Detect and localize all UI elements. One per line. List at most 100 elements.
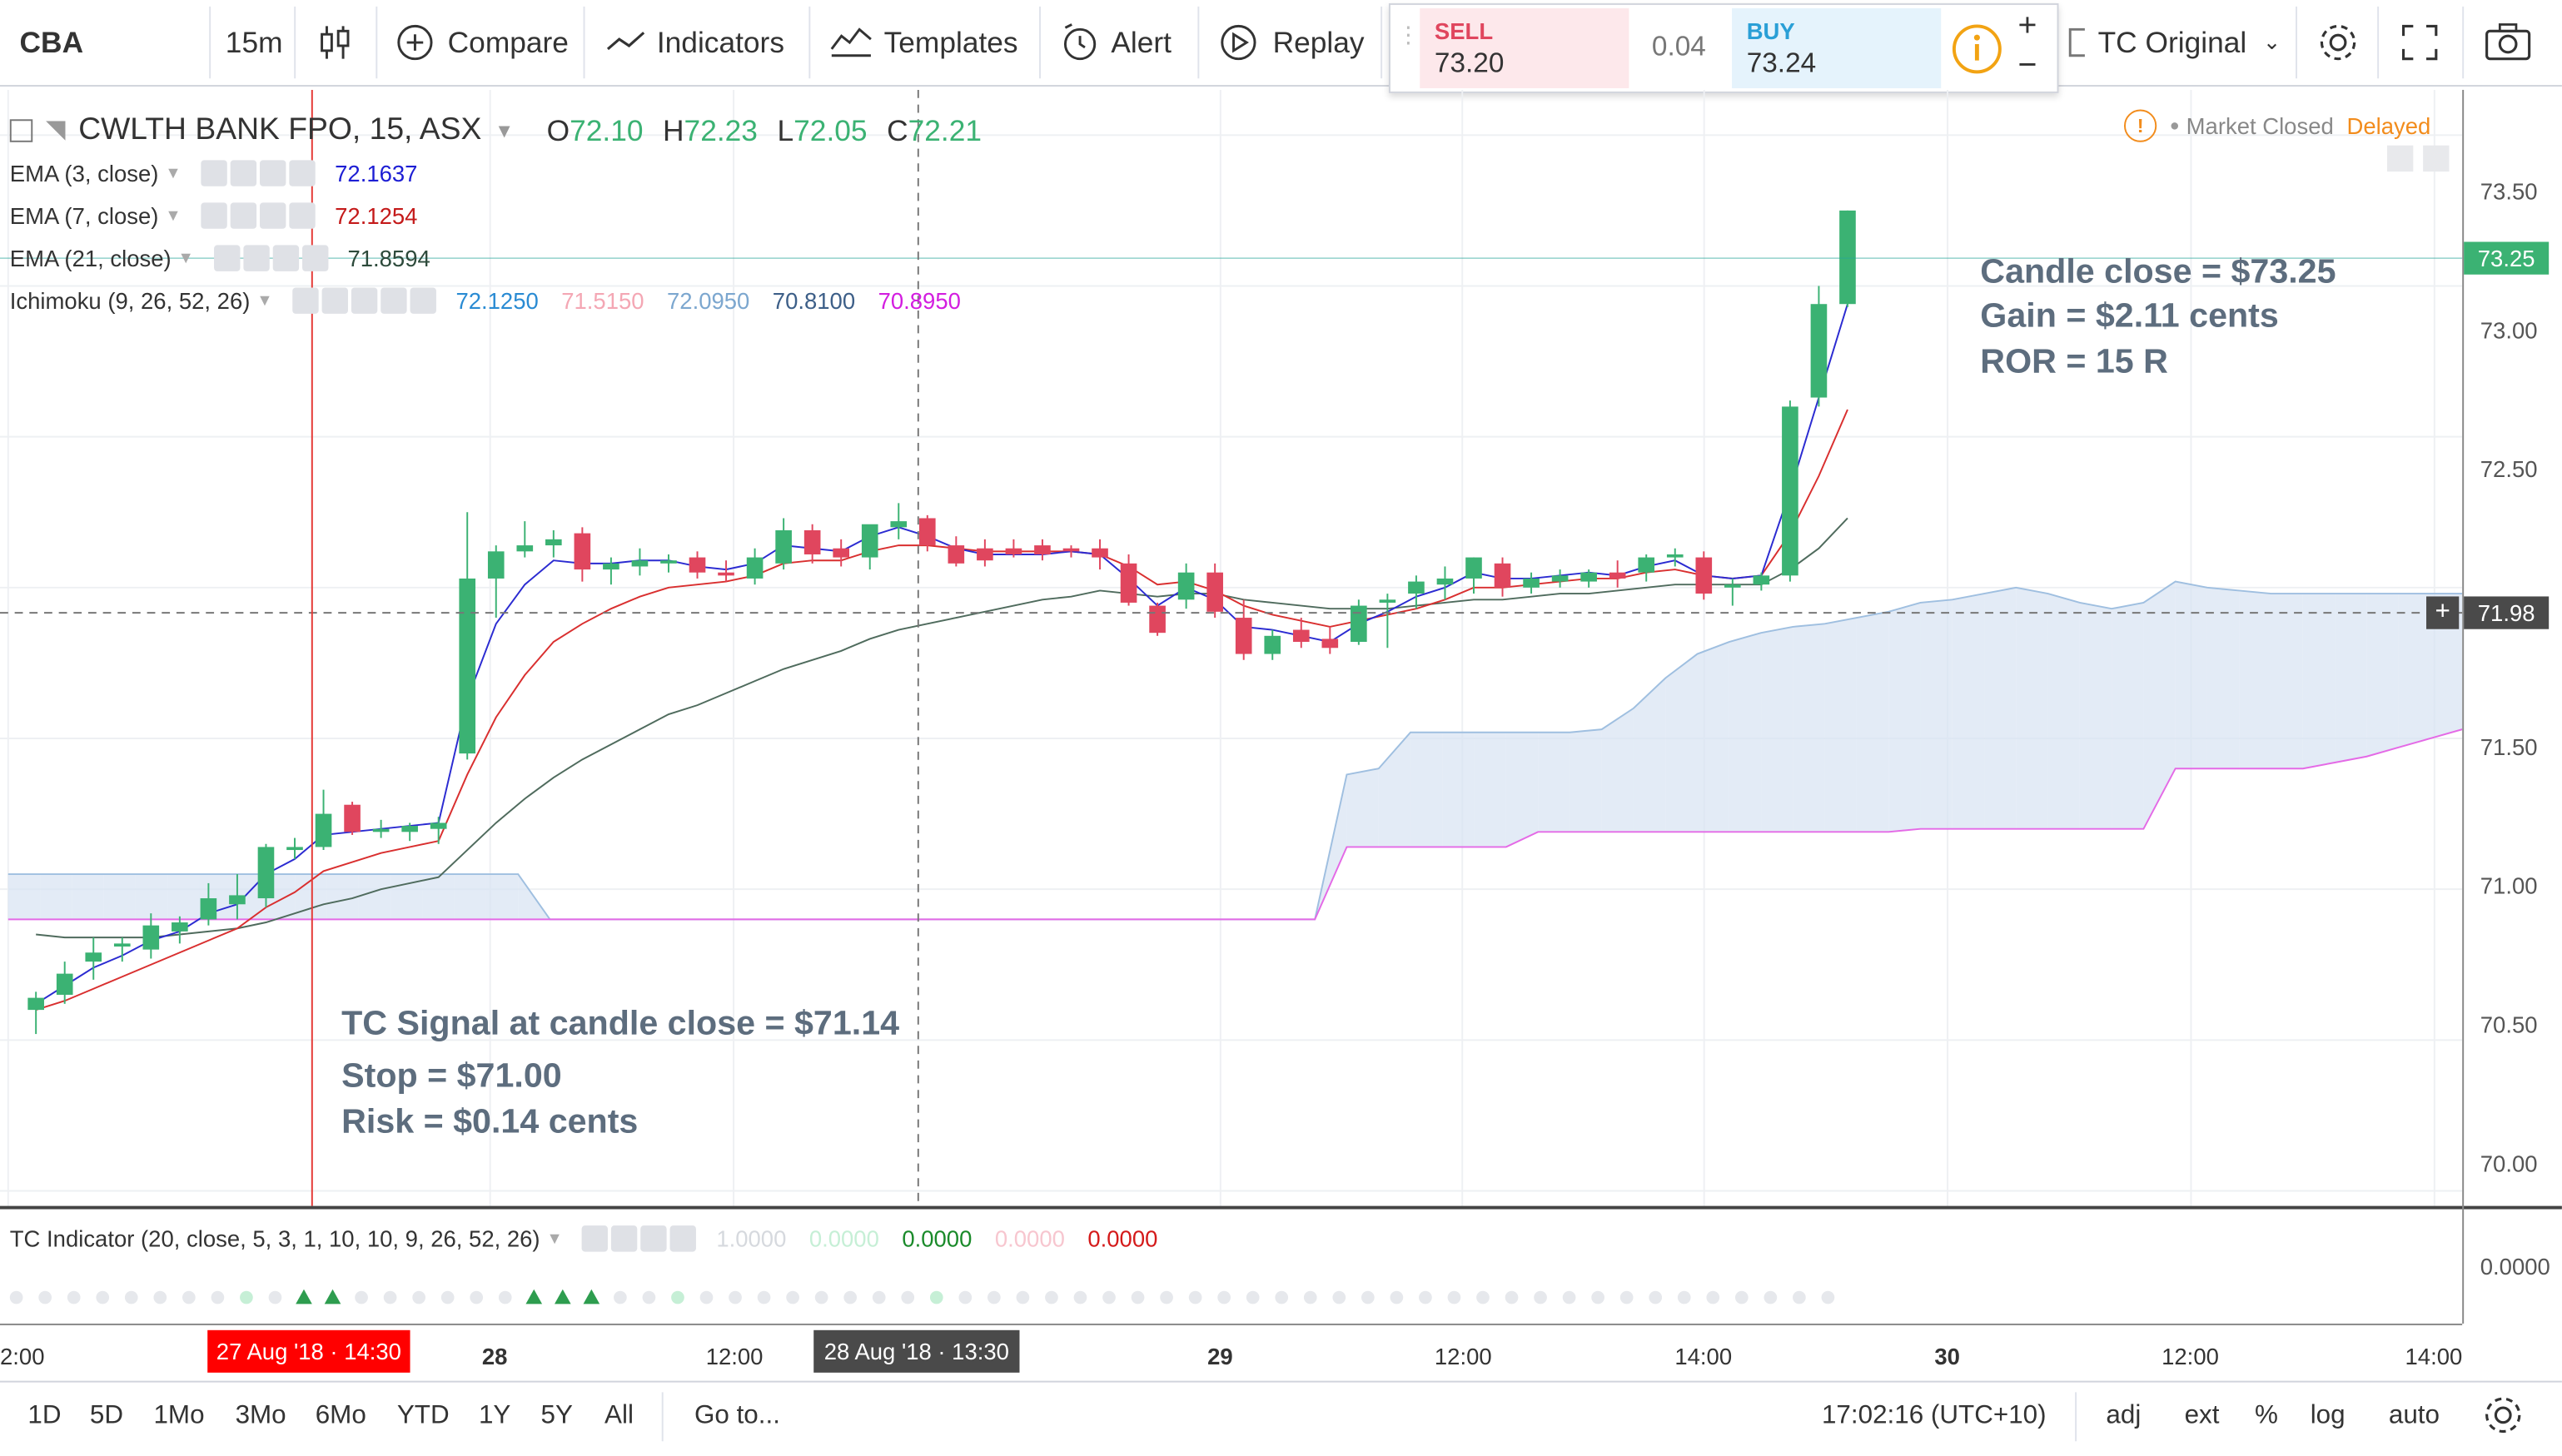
alert-button[interactable]: Alert	[1059, 0, 1172, 85]
sell-price: 73.20	[1434, 47, 1505, 79]
cloud-segment	[1378, 732, 1411, 847]
source-icon[interactable]	[641, 1225, 668, 1252]
tc-indicator-legend[interactable]: TC Indicator (20, close, 5, 3, 1, 10, 10…	[10, 1225, 1157, 1252]
signal-dot	[729, 1290, 742, 1304]
range-5d-button[interactable]: 5D	[89, 1402, 124, 1430]
close-icon[interactable]	[301, 245, 328, 271]
ichimoku-lagging-value: 71.5150	[561, 287, 644, 314]
crosshair-time-marker: 28 Aug '18 · 13:30	[813, 1329, 1020, 1373]
source-icon[interactable]	[351, 287, 378, 314]
layout-name: TC Original	[2097, 25, 2247, 58]
chevron-down-icon[interactable]: ▼	[256, 291, 273, 310]
eye-icon[interactable]	[213, 245, 240, 271]
settings-button[interactable]	[2316, 0, 2361, 85]
sell-button[interactable]: SELL 73.20	[1420, 7, 1629, 88]
ema7-legend[interactable]: EMA (7, close) ▼ 72.1254	[10, 202, 417, 229]
goto-button[interactable]: Go to...	[694, 1402, 780, 1430]
layout-button[interactable]: TC Original ⌄	[2062, 0, 2281, 85]
cloud-segment	[2398, 594, 2430, 748]
ext-toggle[interactable]: ext	[2184, 1402, 2220, 1430]
plus-icon[interactable]	[259, 202, 286, 229]
crosshair-plus-icon[interactable]: +	[2426, 596, 2460, 629]
tc-indicator-pane[interactable]: TC Indicator (20, close, 5, 3, 1, 10, 10…	[0, 1210, 2462, 1324]
range-3mo-button[interactable]: 3Mo	[235, 1402, 286, 1430]
candle-body	[746, 557, 764, 579]
chevron-down-icon[interactable]: ▼	[495, 119, 515, 142]
plus-icon[interactable]	[272, 245, 299, 271]
range-1d-button[interactable]: 1D	[27, 1402, 62, 1430]
eye-icon[interactable]	[201, 202, 227, 229]
close-icon[interactable]	[670, 1225, 697, 1252]
gear-icon[interactable]	[611, 1225, 639, 1252]
replay-button[interactable]: Replay	[1217, 0, 1365, 85]
gear-icon[interactable]	[230, 202, 256, 229]
chevron-down-icon[interactable]: ▼	[177, 249, 194, 267]
eye-icon[interactable]	[292, 287, 319, 314]
alert-label: Alert	[1111, 25, 1172, 58]
ema21-legend[interactable]: EMA (21, close) ▼ 71.8594	[10, 245, 430, 271]
close-icon[interactable]	[289, 202, 316, 229]
price-scale[interactable]: 73.50 73.00 72.50 71.50 71.00 70.50 70.0…	[2462, 89, 2562, 1324]
range-6mo-button[interactable]: 6Mo	[315, 1402, 366, 1430]
eye-icon[interactable]	[582, 1225, 609, 1252]
range-5y-button[interactable]: 5Y	[540, 1402, 573, 1430]
close-icon[interactable]	[289, 160, 316, 186]
main-chart-pane[interactable]: CWLTH BANK FPO, 15, ASX ▼ O 72.10 H 72.23 …	[0, 89, 2463, 1206]
eye-icon[interactable]	[201, 160, 227, 186]
range-1y-button[interactable]: 1Y	[478, 1402, 511, 1430]
pane-separator[interactable]	[0, 1205, 2562, 1210]
range-ytd-button[interactable]: YTD	[396, 1402, 450, 1430]
arrow-down-icon[interactable]	[2386, 145, 2414, 172]
interval-button[interactable]: 15m	[226, 0, 283, 85]
close-icon[interactable]	[410, 287, 436, 314]
market-status[interactable]: ! ● Market Closed Delayed	[2123, 109, 2431, 142]
arrows-vertical-icon[interactable]	[2423, 145, 2450, 172]
fullscreen-button[interactable]	[2399, 0, 2441, 85]
price-chart[interactable]	[0, 89, 2463, 1206]
chevron-down-icon[interactable]: ▼	[165, 164, 182, 182]
signal-dot	[153, 1290, 167, 1304]
camera-icon	[2485, 23, 2531, 61]
plus-icon[interactable]	[381, 287, 407, 314]
gear-icon[interactable]	[242, 245, 270, 271]
gear-icon[interactable]	[321, 287, 348, 314]
candle-body	[1465, 557, 1482, 579]
signal-dot	[1764, 1290, 1778, 1304]
collapse-icon[interactable]	[9, 119, 33, 142]
flag-icon[interactable]	[45, 121, 66, 141]
ema3-legend[interactable]: EMA (3, close) ▼ 72.1637	[10, 160, 417, 186]
delayed-badge: Delayed	[2346, 112, 2431, 139]
buy-button[interactable]: BUY 73.24	[1732, 7, 1942, 88]
cloud-segment	[1346, 768, 1379, 847]
adj-toggle[interactable]: adj	[2106, 1402, 2142, 1430]
compare-button[interactable]: Compare	[395, 0, 569, 85]
gear-icon[interactable]	[2480, 1392, 2526, 1446]
templates-button[interactable]: Templates	[828, 0, 1018, 85]
ichimoku-legend[interactable]: Ichimoku (9, 26, 52, 26) ▼ 72.1250 71.515…	[10, 287, 961, 314]
candle-body	[1436, 578, 1454, 585]
chevron-down-icon[interactable]: ▼	[165, 206, 182, 225]
time-axis[interactable]	[0, 1323, 2463, 1381]
stop-annotation: Stop = $71.00	[341, 1056, 562, 1096]
chart-style-button[interactable]	[314, 0, 356, 85]
indicators-button[interactable]: Indicators	[604, 0, 784, 85]
snapshot-button[interactable]	[2484, 0, 2533, 85]
toolbar-divider	[2377, 6, 2380, 79]
signal-dot	[614, 1290, 627, 1304]
zoom-plus-icon[interactable]: +	[2017, 7, 2037, 44]
cloud-segment	[1761, 626, 1793, 832]
info-icon[interactable]	[1949, 22, 2005, 86]
log-toggle[interactable]: log	[2310, 1402, 2346, 1430]
cloud-segment	[2271, 594, 2303, 769]
symbol-search-button[interactable]: CBA	[20, 0, 84, 85]
ohlc-open-label: O	[546, 113, 570, 147]
clock-display[interactable]: 17:02:16 (UTC+10)	[1821, 1402, 2047, 1430]
percent-toggle[interactable]: %	[2254, 1402, 2278, 1430]
zoom-minus-icon[interactable]: −	[2017, 47, 2037, 84]
range-all-button[interactable]: All	[604, 1402, 634, 1430]
plus-icon[interactable]	[259, 160, 286, 186]
auto-toggle[interactable]: auto	[2388, 1402, 2440, 1430]
chevron-down-icon[interactable]: ▼	[546, 1230, 563, 1248]
range-1mo-button[interactable]: 1Mo	[153, 1402, 205, 1430]
gear-icon[interactable]	[230, 160, 256, 186]
